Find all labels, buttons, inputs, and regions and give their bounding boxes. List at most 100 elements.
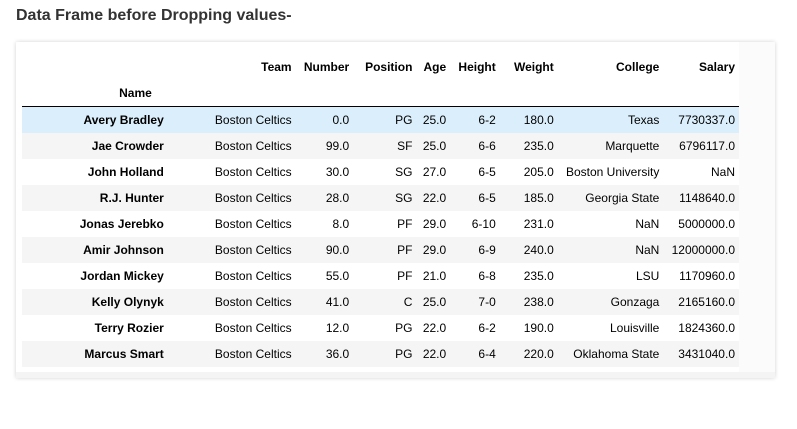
table-cell: 6-5 xyxy=(478,190,496,205)
table-cell: 25.0 xyxy=(422,138,447,153)
table-cell: 205.0 xyxy=(523,164,554,179)
table-row[interactable]: Jae Crowder Boston Celtics 99.0 SF 25.0 … xyxy=(22,132,739,159)
table-cell: 36.0 xyxy=(325,346,350,361)
table-cell: 2165160.0 xyxy=(678,294,735,309)
table-cell: 22.0 xyxy=(422,190,447,205)
table-cell: 185.0 xyxy=(523,190,554,205)
table-cell: SG xyxy=(395,190,413,205)
column-header: Age xyxy=(423,60,447,74)
row-index: Marcus Smart xyxy=(84,346,164,361)
table-cell: 29.0 xyxy=(422,216,447,231)
dataframe-table: Team Number Position Age Height Weight C… xyxy=(22,54,739,367)
row-index: Kelly Olynyk xyxy=(91,294,164,309)
table-cell: 6-2 xyxy=(478,112,496,127)
table-cell: LSU xyxy=(636,268,660,283)
table-cell: Boston Celtics xyxy=(214,164,292,179)
table-cell: 22.0 xyxy=(422,346,447,361)
table-cell: PF xyxy=(397,242,413,257)
table-cell: 12000000.0 xyxy=(671,242,735,257)
table-cell: 6-2 xyxy=(478,320,496,335)
row-index: R.J. Hunter xyxy=(99,190,164,205)
table-cell: 41.0 xyxy=(325,294,350,309)
table-cell: 6-4 xyxy=(478,346,496,361)
table-row[interactable]: Jordan Mickey Boston Celtics 55.0 PF 21.… xyxy=(22,263,739,289)
table-cell: 25.0 xyxy=(422,294,447,309)
table-cell: C xyxy=(403,294,413,309)
table-cell: 238.0 xyxy=(523,294,554,309)
table-cell: 22.0 xyxy=(422,320,447,335)
table-cell: 235.0 xyxy=(523,138,554,153)
row-index: Jordan Mickey xyxy=(80,268,164,283)
table-cell: Marquette xyxy=(605,138,660,153)
table-row[interactable]: Amir Johnson Boston Celtics 90.0 PF 29.0… xyxy=(22,236,739,263)
table-cell: PG xyxy=(395,112,413,127)
table-row[interactable]: Jonas Jerebko Boston Celtics 8.0 PF 29.0… xyxy=(22,211,739,237)
table-cell: NaN xyxy=(710,164,735,179)
row-index: Amir Johnson xyxy=(83,242,164,257)
table-cell: 7-0 xyxy=(478,294,496,309)
table-cell: 6-6 xyxy=(478,138,496,153)
table-row[interactable]: John Holland Boston Celtics 30.0 SG 27.0… xyxy=(22,159,739,185)
table-cell: Boston University xyxy=(565,164,660,179)
table-cell: 99.0 xyxy=(325,138,350,153)
table-cell: 235.0 xyxy=(523,268,554,283)
column-header: Weight xyxy=(513,60,554,74)
table-cell: 190.0 xyxy=(523,320,554,335)
row-index: John Holland xyxy=(87,164,164,179)
table-cell: 3431040.0 xyxy=(678,346,735,361)
table-cell: Texas xyxy=(627,112,660,127)
table-cell: Boston Celtics xyxy=(214,346,292,361)
table-cell: 1170960.0 xyxy=(679,268,735,283)
table-cell: 6796117.0 xyxy=(679,138,735,153)
column-header: Team xyxy=(261,60,292,74)
card-scroll-gutter xyxy=(739,42,775,378)
column-header: Height xyxy=(458,60,496,74)
table-cell: Boston Celtics xyxy=(214,138,292,153)
table-row[interactable]: Kelly Olynyk Boston Celtics 41.0 C 25.0 … xyxy=(22,288,739,315)
table-cell: Boston Celtics xyxy=(214,242,292,257)
table-cell: 25.0 xyxy=(422,112,447,127)
table-row[interactable]: Terry Rozier Boston Celtics 12.0 PG 22.0… xyxy=(22,315,739,341)
table-cell: Boston Celtics xyxy=(214,216,292,231)
table-cell: Boston Celtics xyxy=(214,320,292,335)
table-cell: 1824360.0 xyxy=(678,320,735,335)
table-cell: NaN xyxy=(635,216,660,231)
column-header-row: Team Number Position Age Height Weight C… xyxy=(22,54,739,80)
table-cell: 30.0 xyxy=(325,164,350,179)
index-header: Name xyxy=(22,80,168,107)
dataframe-output-card: Team Number Position Age Height Weight C… xyxy=(16,42,775,378)
card-horizontal-scrollbar[interactable] xyxy=(16,372,775,378)
table-cell: SG xyxy=(395,164,413,179)
column-header: Salary xyxy=(698,60,735,74)
row-index: Terry Rozier xyxy=(94,320,164,335)
table-cell: Boston Celtics xyxy=(214,112,292,127)
table-row[interactable]: Avery Bradley Boston Celtics 0.0 PG 25.0… xyxy=(22,106,739,133)
table-row[interactable]: R.J. Hunter Boston Celtics 28.0 SG 22.0 … xyxy=(22,184,739,211)
table-row[interactable]: Marcus Smart Boston Celtics 36.0 PG 22.0… xyxy=(22,340,739,367)
table-cell: 29.0 xyxy=(422,242,447,257)
table-cell: Louisville xyxy=(609,320,660,335)
table-cell: 0.0 xyxy=(332,112,350,127)
table-cell: 180.0 xyxy=(523,112,554,127)
column-header: College xyxy=(616,60,660,74)
table-cell: 27.0 xyxy=(422,164,447,179)
table-cell: 5000000.0 xyxy=(678,216,735,231)
header-blank xyxy=(22,54,168,80)
row-index: Jonas Jerebko xyxy=(79,216,164,231)
table-cell: 240.0 xyxy=(523,242,554,257)
table-cell: 90.0 xyxy=(325,242,350,257)
table-cell: 8.0 xyxy=(332,216,350,231)
table-cell: Georgia State xyxy=(585,190,660,205)
table-cell: PG xyxy=(395,320,413,335)
table-cell: PG xyxy=(395,346,413,361)
table-cell: SF xyxy=(397,138,413,153)
table-cell: PF xyxy=(397,216,413,231)
column-header: Number xyxy=(303,60,350,74)
table-cell: 220.0 xyxy=(523,346,554,361)
table-cell: Oklahoma State xyxy=(573,346,660,361)
table-cell: 231.0 xyxy=(523,216,554,231)
row-index: Avery Bradley xyxy=(83,112,164,127)
table-cell: NaN xyxy=(635,242,660,257)
table-cell: Boston Celtics xyxy=(214,294,292,309)
page-title: Data Frame before Dropping values- xyxy=(16,7,292,24)
